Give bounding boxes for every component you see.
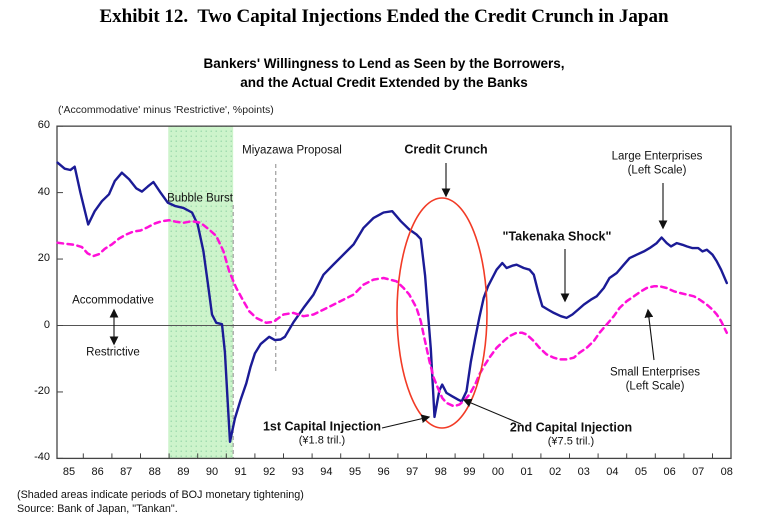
- x-tick-label: 07: [692, 466, 705, 478]
- x-tick-label: 06: [663, 466, 676, 478]
- y-tick-label: 0: [43, 318, 50, 331]
- annotation-restrictive: Restrictive: [86, 346, 140, 359]
- large-enterprises-label-line2: (Left Scale): [627, 164, 687, 176]
- annotation-miyazawa-proposal: Miyazawa Proposal: [242, 144, 342, 157]
- chart-subtitle-line1: Bankers' Willingness to Lend as Seen by …: [203, 56, 565, 71]
- y-tick-label: 40: [37, 185, 50, 198]
- x-tick-label: 95: [348, 466, 362, 478]
- x-tick-label: 03: [577, 466, 590, 478]
- second-injection-label-line2: (¥7.5 tril.): [547, 435, 595, 447]
- annotation-large-enterprises: Large Enterprises (Left Scale): [612, 151, 703, 178]
- x-tick-label: 85: [62, 466, 76, 478]
- second-injection-label-line1: 2nd Capital Injection: [509, 420, 633, 435]
- x-tick-label: 08: [720, 466, 733, 478]
- second-injection-arrow: [462, 398, 522, 425]
- y-tick-label: 20: [37, 252, 50, 265]
- x-tick-label: 90: [205, 466, 219, 478]
- annotation-small-enterprises: Small Enterprises (Left Scale): [610, 367, 700, 394]
- x-tick-label: 04: [606, 466, 619, 478]
- footer-source: Source: Bank of Japan, "Tankan".: [17, 503, 178, 515]
- plot-area: [56, 125, 732, 460]
- x-tick-label: 98: [434, 466, 447, 478]
- small-enterprises-label-line1: Small Enterprises: [609, 366, 701, 379]
- annotation-bubble-burst: Bubble Burst: [167, 192, 233, 205]
- x-tick-label: 97: [406, 466, 419, 478]
- exhibit-title: Exhibit 12. Two Capital Injections Ended…: [99, 6, 669, 27]
- y-tick-label: 60: [37, 119, 50, 132]
- footer-shaded-note: (Shaded areas indicate periods of BOJ mo…: [17, 489, 304, 501]
- x-tick-label: 87: [120, 466, 133, 478]
- large-enterprises-label-line1: Large Enterprises: [611, 150, 703, 163]
- annotation-second-injection: 2nd Capital Injection (¥7.5 tril.): [509, 420, 633, 449]
- y-tick-label: -40: [34, 451, 50, 464]
- x-tick-label: 94: [320, 466, 333, 478]
- x-tick-label: 05: [634, 466, 648, 478]
- annotation-takenaka-shock: "Takenaka Shock": [502, 229, 612, 244]
- first-injection-label-line2: (¥1.8 tril.): [298, 434, 346, 446]
- y-axis-unit-note: ('Accommodative' minus 'Restrictive', %p…: [58, 104, 274, 116]
- annotation-first-injection: 1st Capital Injection (¥1.8 tril.): [262, 419, 382, 448]
- first-injection-label-line1: 1st Capital Injection: [262, 419, 382, 434]
- x-tick-label: 96: [377, 466, 390, 478]
- chart-subtitle: Bankers' Willingness to Lend as Seen by …: [0, 54, 768, 92]
- large-enterprises-line: [56, 161, 728, 443]
- plot-frame: [56, 125, 732, 460]
- annotation-accommodative: Accommodative: [72, 294, 154, 307]
- x-tick-label: 92: [263, 466, 276, 478]
- annotation-credit-crunch: Credit Crunch: [404, 142, 488, 157]
- small-enterprises-arrow: [644, 308, 655, 361]
- x-tick-label: 89: [177, 466, 190, 478]
- y-tick-label: -20: [34, 384, 50, 397]
- x-tick-label: 00: [491, 466, 505, 478]
- first-injection-arrow: [381, 414, 431, 429]
- y-axis-labels: 60 40 20 0 -20 -40: [0, 0, 51, 525]
- x-tick-label: 02: [549, 466, 562, 478]
- x-tick-label: 01: [520, 466, 533, 478]
- boj-tightening-band-dots: [168, 126, 234, 459]
- x-tick-label: 86: [91, 466, 104, 478]
- x-axis-labels: 85 86 87 88 89 90 91 92 93 94 95 96 97 98 99 00 01 02 03 04…: [0, 466, 768, 482]
- small-enterprises-label-line2: (Left Scale): [625, 380, 685, 392]
- x-tick-label: 99: [463, 466, 476, 478]
- small-enterprises-line: [56, 218, 729, 408]
- credit-crunch-ellipse: [396, 197, 488, 429]
- x-tick-label: 88: [148, 466, 161, 478]
- x-tick-label: 91: [234, 466, 247, 478]
- chart-subtitle-line2: and the Actual Credit Extended by the Ba…: [240, 75, 528, 90]
- x-tick-label: 93: [291, 466, 304, 478]
